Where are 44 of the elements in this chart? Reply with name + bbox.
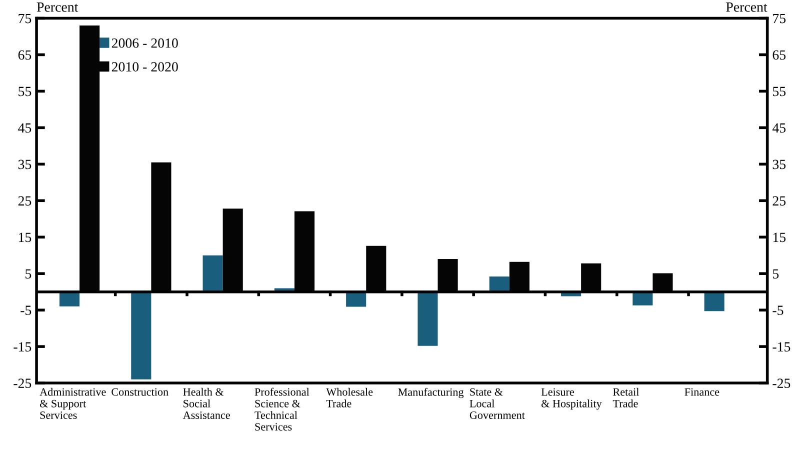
x-tick-label: Wholesale Trade [326,388,373,408]
y-tick-label: 45 [18,123,32,133]
y-tick-label: -5 [20,306,32,316]
y2-tick-label: 75 [773,14,786,24]
y-tick-label: 5 [26,269,32,279]
y2-tick-label: -25 [772,378,790,388]
bar [59,292,80,306]
y2-tick-label: -15 [772,342,790,352]
y-tick-label: 35 [18,160,32,170]
y2-tick-label: -5 [772,306,784,316]
bar [489,276,510,292]
y-axis-title: Percent [36,2,78,12]
x-tick-label: Finance [684,388,720,396]
x-tick-label: Retail Trade [612,388,640,408]
y-tick-label: 15 [19,232,32,242]
y2-tick-label: 15 [773,232,786,242]
bar [346,292,366,307]
y-tick-label: -15 [14,342,32,352]
y2-tick-label: 35 [772,160,786,170]
y2-tick-label: 55 [773,86,786,96]
y-tick-label: 65 [18,50,32,60]
y2-tick-label: 65 [772,50,786,60]
bar [704,292,724,312]
y2-tick-label: 45 [772,123,786,133]
y-tick-label: 25 [18,196,32,206]
y-tick-label: -25 [14,378,32,388]
y2-axis-title: Percent [726,2,768,12]
x-tick-label: Administrative & Support Services [40,388,106,419]
bar [202,255,223,292]
y-tick-label: 55 [18,86,32,96]
y-tick-label: 75 [18,14,32,24]
x-tick-label: Professional Science & Technical Services [254,388,310,431]
bar [632,292,653,306]
x-tick-label: Construction [112,388,168,396]
x-tick-label: Leisure & Hospitality [541,388,602,410]
x-tick-label: Manufacturing [398,388,464,398]
x-tick-label: Health & Social Assistance [182,388,230,419]
bar [131,292,152,380]
bar [418,292,438,346]
y2-tick-label: 25 [772,196,786,206]
y2-tick-label: 5 [773,269,779,279]
x-tick-label: State & Local Government [470,388,525,419]
legend-label: 2010 - 2020 [112,62,178,72]
legend-label: 2006 - 2010 [112,38,178,48]
